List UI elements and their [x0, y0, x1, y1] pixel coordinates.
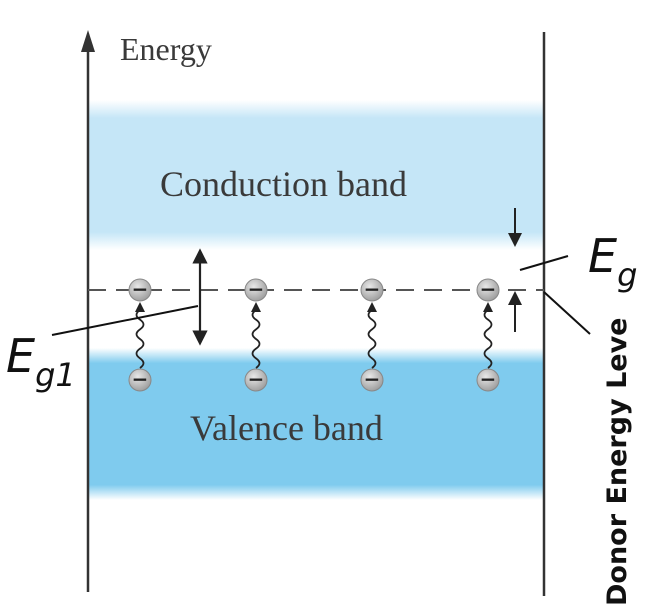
transition-arrowhead — [251, 302, 261, 312]
transition-arrowhead — [483, 302, 493, 312]
transition-arrowhead — [135, 302, 145, 312]
donor-electrons: − − − − − − − − — [128, 277, 500, 392]
donor-level-leader-line — [543, 291, 591, 335]
eg-label: Eg — [588, 229, 637, 294]
transition-wave — [367, 309, 377, 369]
energy-axis-label: Energy — [120, 31, 212, 67]
electron-sign: − — [248, 367, 265, 391]
valence-electron — [128, 368, 152, 392]
electron-sign: − — [132, 277, 149, 301]
valence-electron — [360, 368, 384, 392]
electron-sign: − — [248, 277, 265, 301]
electron-sign: − — [480, 367, 497, 391]
donor-electron — [360, 278, 384, 302]
valence-electron — [476, 368, 500, 392]
electron-sign: − — [132, 367, 149, 391]
donor-electron — [476, 278, 500, 302]
donor-electron — [128, 278, 152, 302]
valence-band-label: Valence band — [190, 408, 383, 448]
electron-sign: − — [364, 277, 381, 301]
valence-electron — [244, 368, 268, 392]
valence-band — [88, 348, 544, 500]
electron-sign: − — [480, 277, 497, 301]
energy-axis-arrowhead — [81, 30, 95, 52]
transition-wave — [251, 309, 261, 369]
donor-electron — [244, 278, 268, 302]
transition-wave — [483, 309, 493, 369]
eg1-label: Eg1 — [6, 329, 76, 394]
transition-arrowhead — [367, 302, 377, 312]
eg-leader-line — [519, 255, 569, 271]
conduction-band — [88, 100, 544, 250]
conduction-band-label: Conduction band — [160, 164, 407, 204]
donor-level-label: Donor Energy Leve — [602, 318, 633, 607]
eg1-leader-line — [51, 305, 199, 336]
electron-sign: − — [364, 367, 381, 391]
transition-wave — [135, 309, 145, 369]
